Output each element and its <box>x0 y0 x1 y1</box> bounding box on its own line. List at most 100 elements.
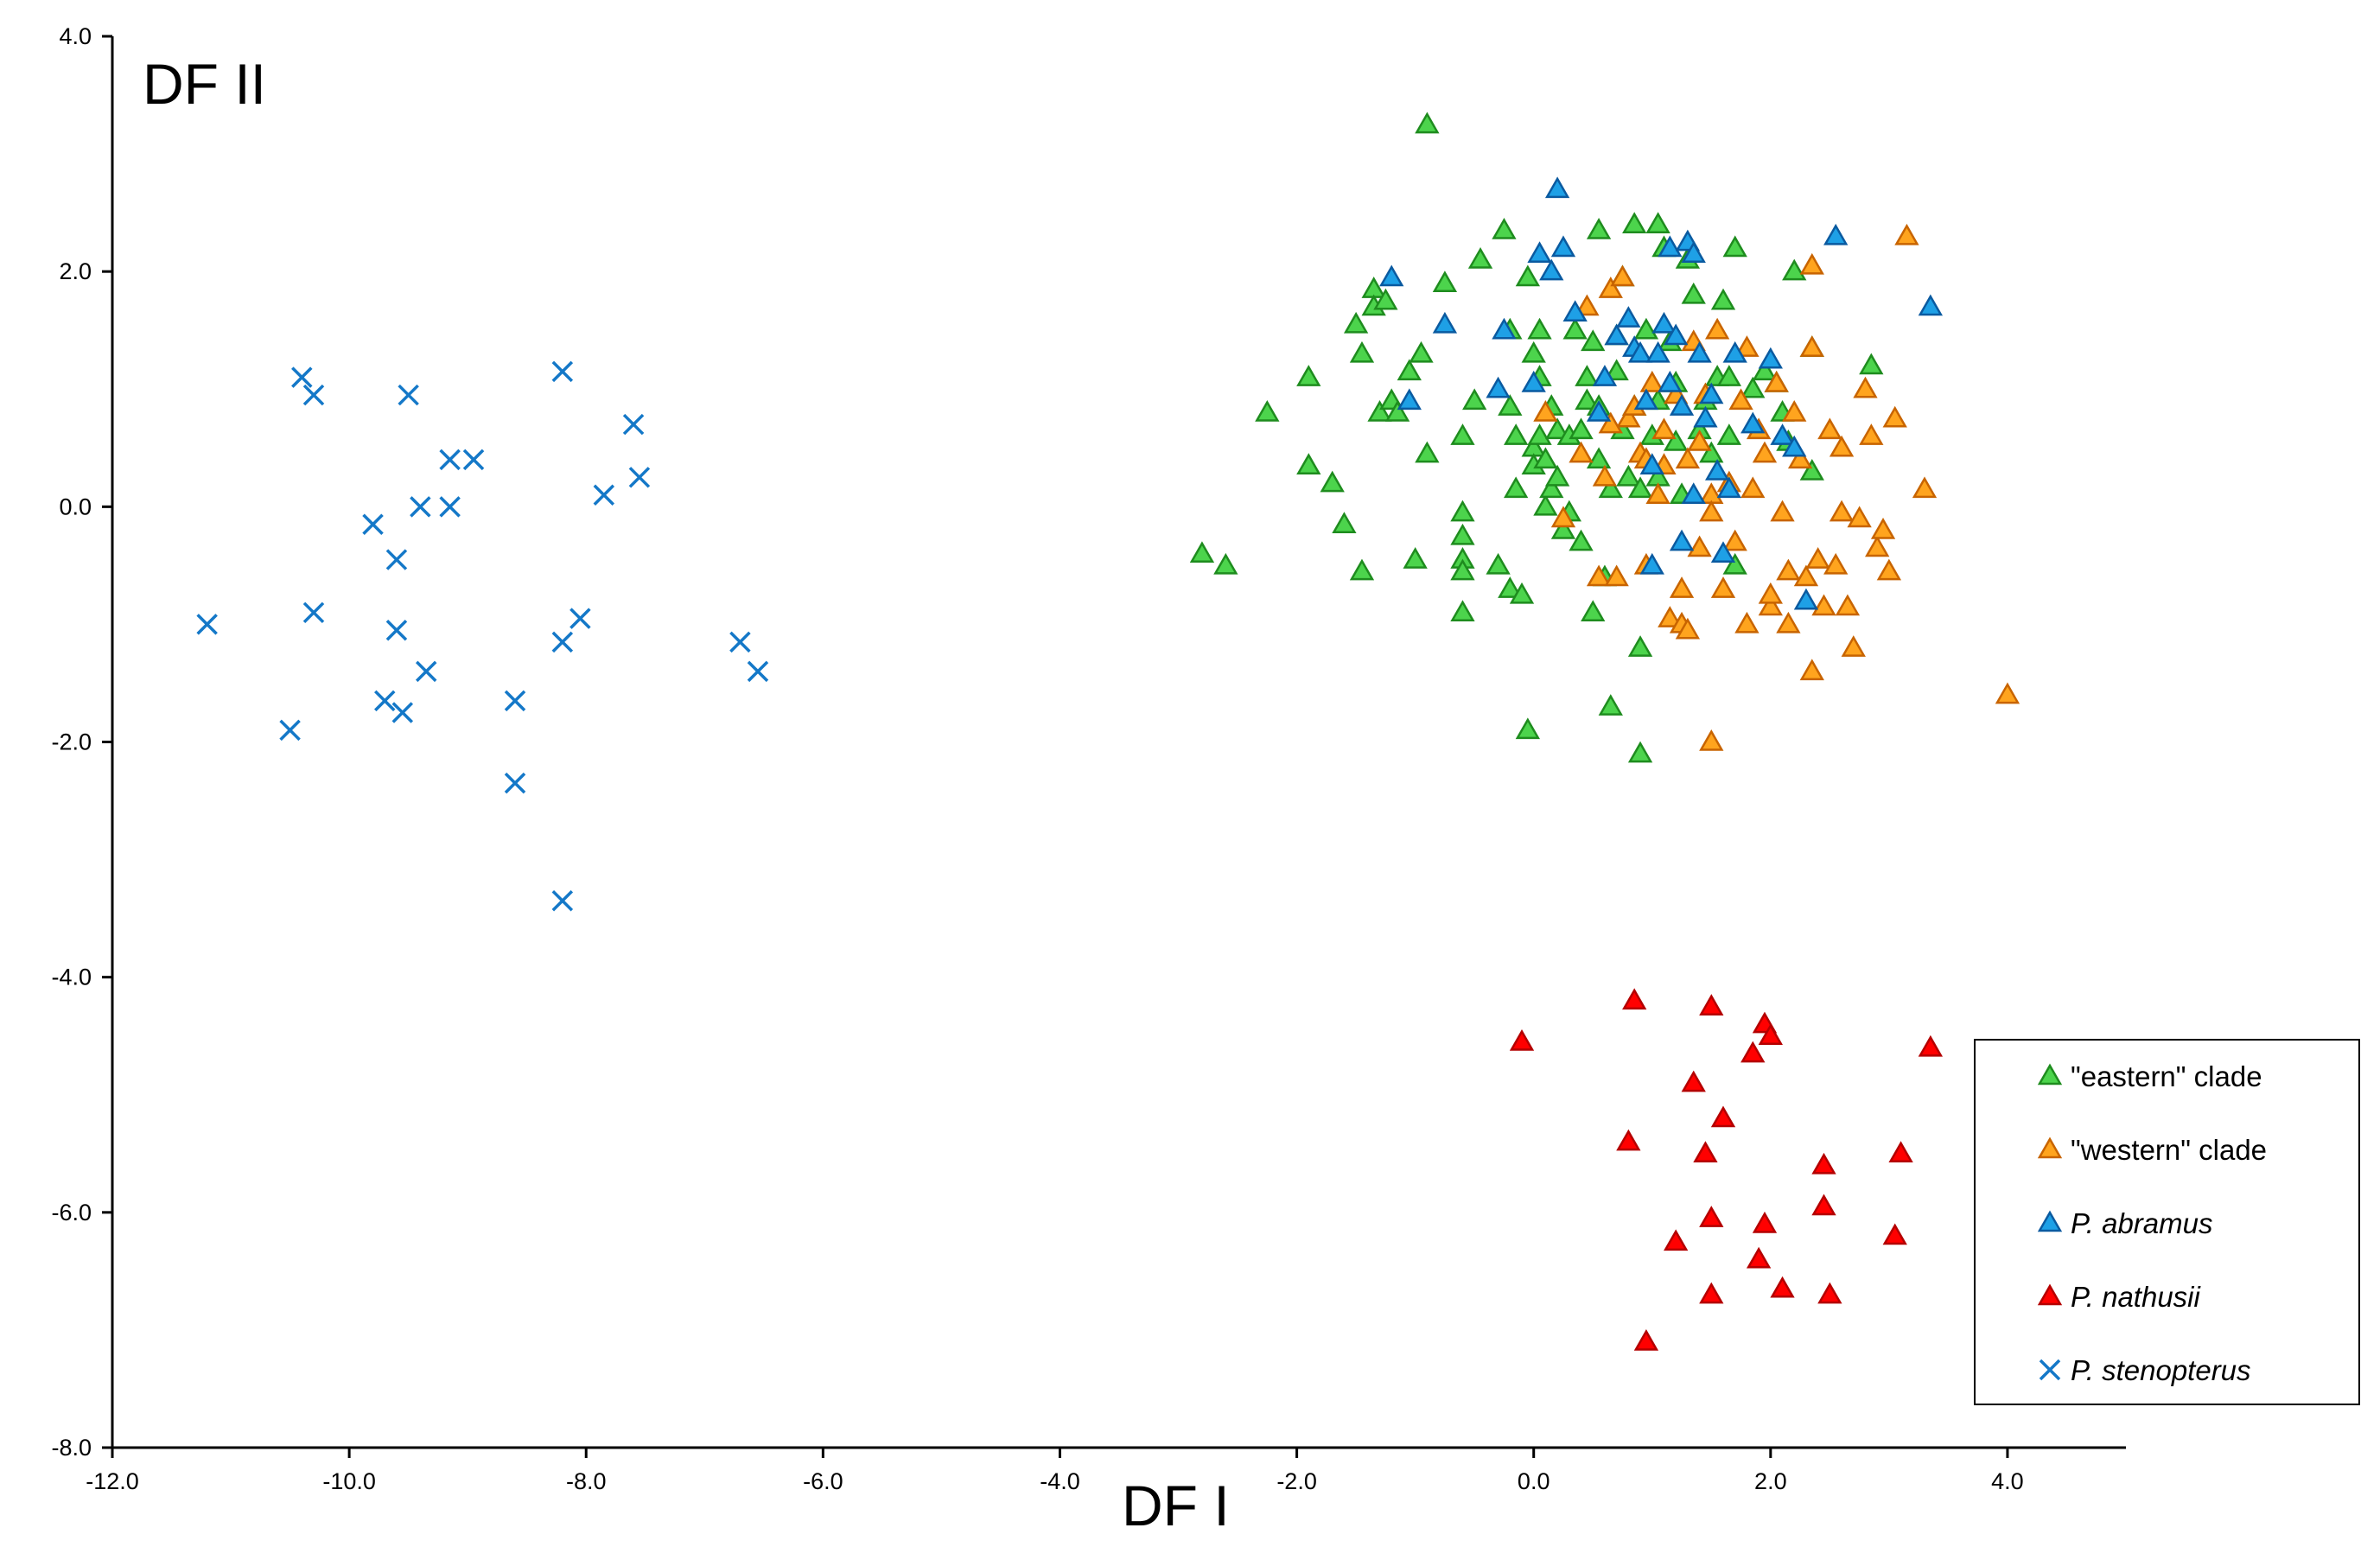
point-marker <box>1550 518 1576 539</box>
point-marker <box>1734 335 1760 357</box>
point-marker <box>1776 558 1801 581</box>
y-tick-label: -6.0 <box>51 1200 92 1226</box>
y-axis-title: DF II <box>143 52 266 116</box>
point-marker-stroke-b <box>551 360 574 383</box>
point-marker <box>1853 376 1878 398</box>
point-marker-stroke-b <box>302 602 325 624</box>
point-marker <box>1397 388 1422 411</box>
point-marker <box>1811 594 1836 616</box>
point-marker <box>1503 476 1529 499</box>
point-marker <box>1450 600 1475 622</box>
point-marker <box>1651 311 1677 334</box>
x-tick-label: 4.0 <box>1991 1468 2024 1494</box>
point-marker-stroke-b <box>622 413 645 436</box>
point-marker <box>570 608 591 629</box>
point-marker <box>1539 476 1564 499</box>
point-marker <box>504 772 526 794</box>
point-marker <box>1835 594 1861 616</box>
point-marker <box>1699 1282 1724 1304</box>
point-marker <box>1912 476 1938 499</box>
point-marker <box>1793 564 1819 587</box>
point-marker <box>1664 323 1689 346</box>
point-marker <box>1752 441 1778 463</box>
point-marker <box>1569 529 1594 551</box>
point-marker-stroke-b <box>439 449 461 471</box>
point-marker <box>1343 311 1369 334</box>
series-2 <box>1379 176 1944 610</box>
point-marker <box>1799 458 1824 481</box>
point-marker <box>1823 552 1849 575</box>
point-marker <box>1462 388 1487 411</box>
point-marker <box>1740 1041 1766 1063</box>
point-marker <box>1811 1152 1836 1175</box>
point-marker <box>551 631 574 653</box>
point-marker <box>1320 470 1345 493</box>
point-marker <box>551 360 574 383</box>
point-marker <box>1870 518 1896 539</box>
point-marker <box>1604 564 1629 587</box>
point-marker <box>1562 317 1588 340</box>
point-marker <box>1710 1105 1736 1128</box>
point-marker <box>1681 482 1706 504</box>
point-marker <box>1598 476 1623 499</box>
point-marker <box>1384 399 1410 422</box>
legend-marker <box>2037 1136 2063 1159</box>
legend-label: "western" clade <box>2071 1134 2267 1166</box>
legend-marker <box>2037 1283 2063 1306</box>
legend-box <box>1974 1039 2360 1405</box>
point-marker <box>1829 435 1855 457</box>
point-marker <box>1415 111 1440 134</box>
point-marker <box>1581 600 1606 622</box>
point-marker <box>1627 741 1653 763</box>
point-marker <box>1616 464 1641 487</box>
point-marker <box>1752 359 1778 381</box>
point-marker <box>1539 258 1564 281</box>
point-marker <box>1799 659 1824 681</box>
y-tick-label: -4.0 <box>51 964 92 990</box>
point-marker <box>1533 399 1558 422</box>
point-marker <box>1533 493 1558 516</box>
point-marker <box>1450 423 1475 445</box>
point-marker <box>1255 399 1280 422</box>
point-marker <box>1521 341 1546 363</box>
point-marker <box>1752 1211 1778 1233</box>
point-marker <box>1699 729 1724 751</box>
point-marker <box>1782 435 1807 457</box>
point-marker <box>1379 264 1404 287</box>
point-marker <box>1782 399 1807 422</box>
point-marker <box>1492 317 1517 340</box>
point-marker-stroke-b <box>504 690 526 712</box>
point-marker <box>398 384 419 406</box>
point-marker <box>415 660 437 683</box>
point-marker <box>1894 223 1919 245</box>
point-marker <box>1586 564 1612 587</box>
point-marker <box>1658 235 1683 258</box>
point-marker <box>1569 441 1594 463</box>
point-marker <box>1681 241 1706 264</box>
point-marker <box>1728 388 1753 411</box>
point-marker <box>1740 476 1766 499</box>
point-marker <box>279 719 301 742</box>
point-marker <box>747 660 769 683</box>
point-marker-stroke-b <box>385 549 408 570</box>
point-marker <box>1544 417 1570 440</box>
x-ticks: -12.0 -10.0 -8.0 -6.0 -4.0 -2.0 0.0 2.0 4.0 <box>86 1448 2024 1494</box>
point-marker <box>1710 288 1736 310</box>
point-marker <box>1995 682 2020 704</box>
point-marker <box>1716 365 1742 386</box>
point-marker <box>1651 417 1677 440</box>
point-marker <box>628 467 651 488</box>
point-marker <box>1704 317 1730 340</box>
series-3 <box>1509 988 1944 1351</box>
point-marker-stroke-b <box>439 496 461 518</box>
point-marker-stroke-b <box>291 366 313 388</box>
point-marker <box>1586 447 1612 469</box>
point-marker <box>1509 1028 1535 1051</box>
point-marker <box>1622 212 1647 233</box>
point-marker <box>1645 482 1670 504</box>
point-marker <box>1758 594 1783 616</box>
point-marker <box>1633 1329 1659 1351</box>
point-marker <box>1633 317 1659 340</box>
point-marker <box>1669 529 1695 551</box>
point-marker <box>1699 482 1724 504</box>
